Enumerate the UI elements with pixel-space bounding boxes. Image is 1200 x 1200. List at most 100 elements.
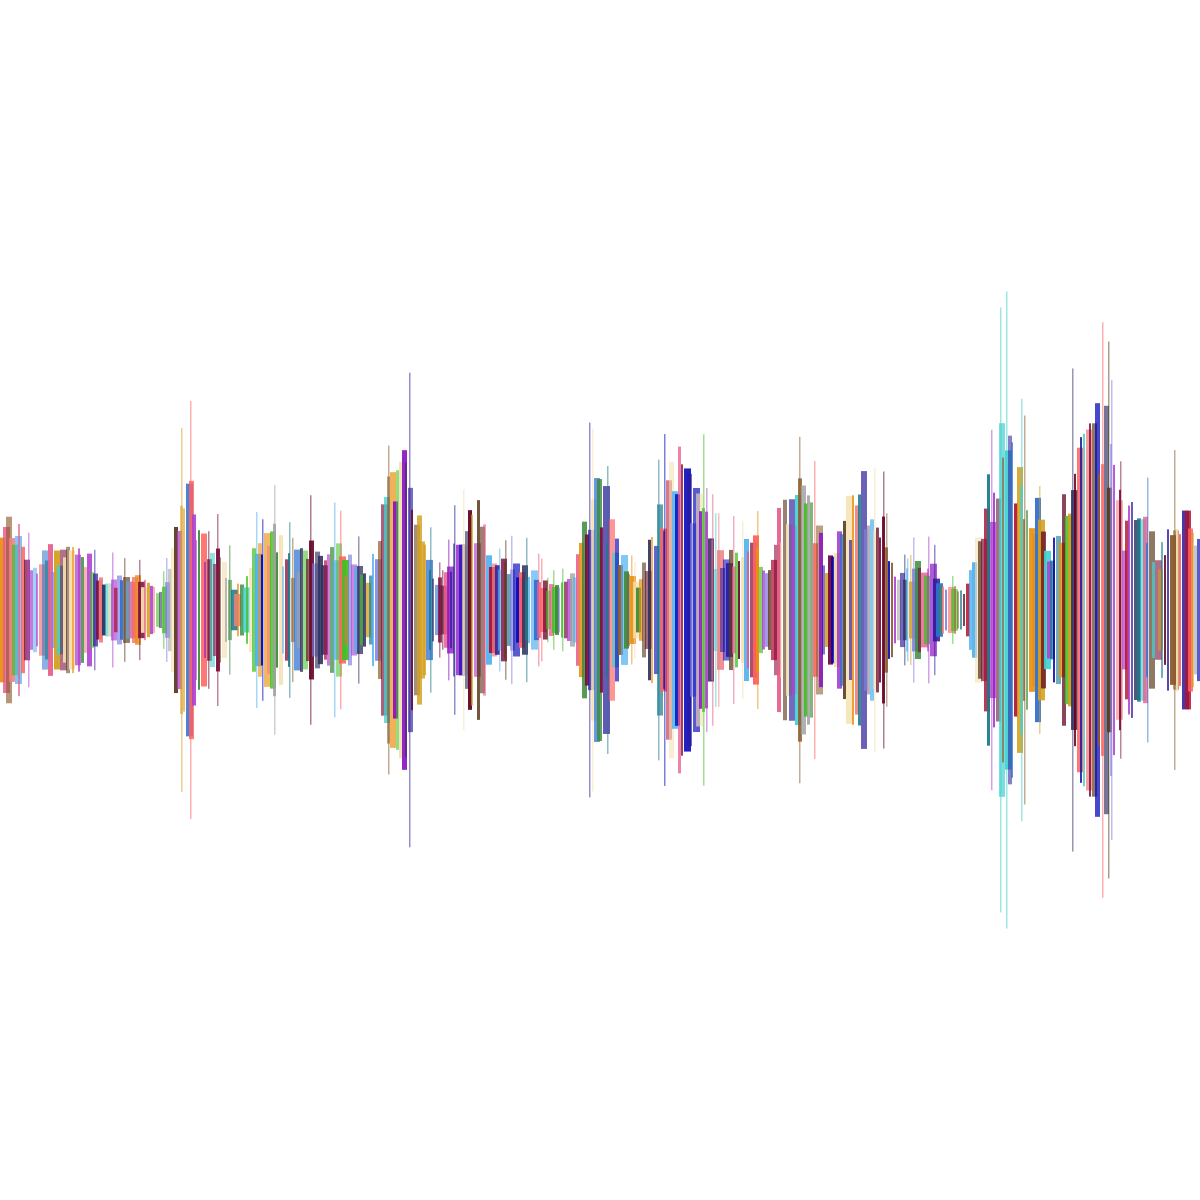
wave-bar: [703, 434, 705, 786]
wave-bar: [495, 565, 500, 655]
wave-bar: [900, 572, 905, 648]
wave-bar: [852, 495, 854, 725]
wave-bar: [363, 573, 366, 647]
wave-bar: [939, 585, 942, 635]
wave-bar: [492, 563, 497, 657]
wave-bar: [1002, 457, 1004, 763]
wave-bar: [306, 558, 309, 662]
wave-bar: [274, 485, 276, 735]
wave-bar: [579, 542, 584, 678]
wave-bar: [1080, 437, 1082, 783]
wave-bar: [928, 536, 930, 684]
wave-bar: [564, 581, 568, 639]
wave-bar: [1176, 528, 1178, 692]
wave-bar: [144, 579, 146, 641]
wave-bar: [267, 545, 271, 675]
wave-bar: [558, 587, 560, 633]
wave-bar: [843, 520, 846, 700]
wave-bar: [969, 570, 972, 650]
wave-bar: [276, 552, 278, 668]
wave-bar: [282, 566, 284, 654]
wave-bar: [855, 505, 859, 715]
wave-bar: [36, 573, 38, 647]
wave-bar: [237, 583, 239, 637]
wave-bar: [807, 495, 810, 725]
wave-bar: [1083, 433, 1085, 787]
wave-bar: [738, 561, 740, 659]
wave-bar: [720, 568, 725, 652]
wave-bar: [402, 450, 407, 770]
wave-bar: [21, 546, 25, 674]
wave-bar: [706, 488, 708, 732]
wave-bar: [112, 552, 114, 668]
wave-bar: [894, 576, 896, 644]
wave-bar: [669, 461, 674, 759]
wave-bar: [399, 461, 403, 759]
wave-bar: [1062, 494, 1066, 726]
wave-bar: [907, 558, 909, 662]
wave-bar: [78, 548, 80, 672]
wave-bar: [765, 573, 769, 647]
wave-bar: [1131, 502, 1133, 718]
wave-bar: [300, 548, 303, 672]
wave-bar: [1161, 542, 1163, 678]
wave-bar: [777, 507, 781, 713]
wave-bar: [393, 501, 398, 719]
wave-bar: [454, 505, 456, 715]
wave-bar: [204, 562, 206, 658]
wave-bar: [678, 446, 681, 774]
wave-bar: [801, 485, 806, 735]
wave-bar: [636, 587, 641, 633]
wave-bar: [759, 566, 763, 654]
wave-bar: [1128, 505, 1130, 715]
wave-bar: [810, 502, 813, 718]
wave-bar: [505, 540, 507, 680]
wave-bar: [360, 574, 364, 646]
wave-bar: [589, 422, 591, 798]
wave-bar: [757, 510, 759, 710]
wave-bar: [918, 567, 921, 653]
wave-bar: [1050, 560, 1055, 660]
wave-bar: [409, 372, 411, 848]
wave-bar: [1152, 561, 1155, 659]
wave-bar: [30, 570, 33, 650]
wave-bar: [547, 577, 549, 643]
wave-bar: [289, 522, 291, 698]
wave-bar: [1179, 534, 1181, 686]
wave-bar: [33, 567, 37, 653]
wave-bar: [217, 514, 219, 706]
wave-bar: [1147, 477, 1149, 743]
wave-bar: [934, 544, 936, 676]
wave-bar: [1102, 322, 1104, 898]
wave-bar: [285, 559, 289, 661]
wave-bar: [229, 545, 231, 675]
wave-bar: [945, 589, 947, 631]
wave-bar: [499, 548, 501, 672]
wave-bar: [330, 547, 334, 673]
wave-bar: [84, 567, 87, 653]
wave-bar: [153, 586, 155, 634]
wave-bar: [597, 479, 602, 741]
wave-bar: [1111, 379, 1113, 841]
wave-bar: [219, 557, 221, 663]
wave-bar: [1089, 423, 1091, 797]
wave-bar: [81, 557, 84, 663]
wave-bar: [1120, 461, 1122, 759]
wave-bar: [1024, 415, 1026, 805]
wave-bar: [715, 513, 717, 707]
wave-bar: [582, 521, 587, 699]
wave-bar: [867, 525, 870, 695]
wave-bar: [297, 572, 301, 648]
wave-bar: [837, 531, 842, 689]
wave-bar: [858, 494, 861, 726]
wave-bar: [987, 474, 990, 746]
wave-bar: [804, 503, 808, 717]
wave-bar: [966, 583, 970, 637]
wave-bar: [735, 552, 738, 668]
wave-bar: [354, 566, 359, 654]
wave-bar: [249, 567, 253, 653]
wave-bar: [942, 586, 944, 634]
wave-bar: [340, 510, 342, 710]
wave-bar: [318, 555, 323, 665]
